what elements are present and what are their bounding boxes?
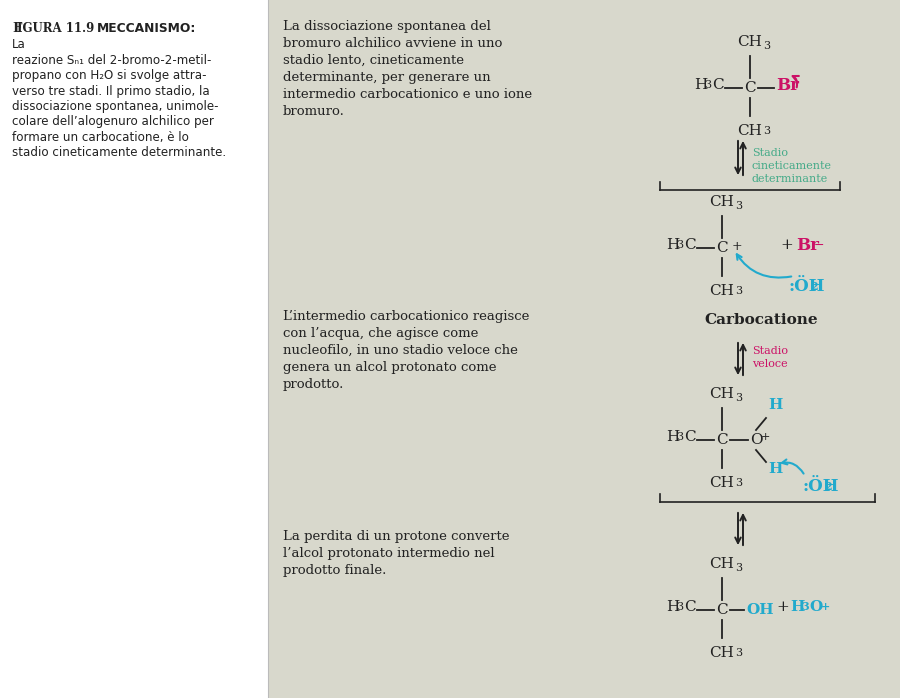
Text: C: C [684, 238, 696, 252]
Text: 3: 3 [735, 286, 742, 296]
Text: H: H [694, 78, 707, 92]
Text: reazione Sₙ₁ del 2-bromo-2-metil-: reazione Sₙ₁ del 2-bromo-2-metil- [12, 54, 211, 66]
Text: C: C [716, 433, 728, 447]
Text: C: C [684, 430, 696, 444]
Text: stadio cineticamente determinante.: stadio cineticamente determinante. [12, 147, 226, 160]
Text: H: H [666, 600, 680, 614]
Text: H: H [666, 238, 680, 252]
Text: C: C [716, 603, 728, 617]
Text: O: O [750, 433, 762, 447]
Text: La perdita di un protone converte: La perdita di un protone converte [283, 530, 509, 543]
Text: Stadio
veloce: Stadio veloce [752, 346, 788, 369]
Text: 3: 3 [676, 240, 683, 250]
Text: +: + [780, 238, 793, 252]
Text: 3: 3 [735, 201, 742, 211]
Text: 3: 3 [801, 601, 809, 612]
FancyBboxPatch shape [0, 0, 268, 698]
Text: 3: 3 [735, 393, 742, 403]
Text: :ÖH: :ÖH [802, 478, 839, 495]
Text: C: C [744, 81, 756, 95]
Text: Br: Br [776, 77, 799, 94]
Text: prodotto finale.: prodotto finale. [283, 564, 386, 577]
Text: La: La [12, 38, 26, 51]
Text: propano con H₂O si svolge attra-: propano con H₂O si svolge attra- [12, 69, 206, 82]
Text: +: + [761, 432, 770, 442]
Text: CH: CH [738, 35, 762, 49]
Text: +: + [732, 240, 742, 253]
Text: CH: CH [709, 387, 734, 401]
Text: nucleofilo, in uno stadio veloce che: nucleofilo, in uno stadio veloce che [283, 344, 518, 357]
Text: Stadio
cineticamente
determinante: Stadio cineticamente determinante [752, 148, 832, 184]
Text: −: − [814, 239, 824, 252]
Text: OH: OH [746, 603, 774, 617]
Text: 2: 2 [824, 481, 832, 492]
Text: La dissociazione spontanea del: La dissociazione spontanea del [283, 20, 491, 33]
Text: colare dell’alogenuro alchilico per: colare dell’alogenuro alchilico per [12, 115, 214, 128]
Text: 2: 2 [810, 281, 817, 292]
Text: 3: 3 [676, 602, 683, 612]
Text: C: C [684, 600, 696, 614]
Text: IGURA 11.9: IGURA 11.9 [17, 22, 94, 35]
Text: H: H [790, 600, 805, 614]
Text: 3: 3 [735, 648, 742, 658]
FancyArrowPatch shape [782, 459, 804, 474]
Text: CH: CH [709, 284, 734, 298]
Text: bromuro.: bromuro. [283, 105, 345, 118]
Text: O: O [809, 600, 823, 614]
Text: dissociazione spontanea, unimole-: dissociazione spontanea, unimole- [12, 100, 219, 113]
Text: CH: CH [709, 557, 734, 571]
Text: stadio lento, cineticamente: stadio lento, cineticamente [283, 54, 464, 67]
Text: prodotto.: prodotto. [283, 378, 345, 391]
Text: Br: Br [796, 237, 819, 253]
Text: H: H [666, 430, 680, 444]
Text: Carbocatione: Carbocatione [704, 313, 817, 327]
Text: L’intermedio carbocationico reagisce: L’intermedio carbocationico reagisce [283, 310, 529, 323]
Text: MECCANISMO:: MECCANISMO: [97, 22, 196, 35]
Text: :ÖH: :ÖH [788, 278, 824, 295]
Text: 3: 3 [735, 563, 742, 573]
Text: F: F [12, 22, 22, 35]
FancyArrowPatch shape [793, 76, 799, 87]
Text: CH: CH [709, 646, 734, 660]
Text: determinante, per generare un: determinante, per generare un [283, 71, 491, 84]
Text: l’alcol protonato intermedio nel: l’alcol protonato intermedio nel [283, 547, 495, 560]
Text: CH: CH [738, 124, 762, 138]
Text: intermedio carbocationico e uno ione: intermedio carbocationico e uno ione [283, 88, 532, 101]
Text: +: + [776, 600, 788, 614]
Text: CH: CH [709, 195, 734, 209]
Text: H: H [768, 398, 782, 412]
Text: con l’acqua, che agisce come: con l’acqua, che agisce come [283, 327, 479, 340]
Text: +: + [821, 601, 830, 612]
Text: 3: 3 [735, 478, 742, 488]
Text: C: C [716, 241, 728, 255]
Text: 3: 3 [676, 432, 683, 442]
FancyArrowPatch shape [737, 254, 791, 278]
Text: bromuro alchilico avviene in uno: bromuro alchilico avviene in uno [283, 37, 502, 50]
Text: 3: 3 [704, 80, 711, 90]
Text: H: H [768, 462, 782, 476]
Text: CH: CH [709, 476, 734, 490]
Text: genera un alcol protonato come: genera un alcol protonato come [283, 361, 497, 374]
Text: 3: 3 [763, 126, 770, 136]
Text: formare un carbocatione, è lo: formare un carbocatione, è lo [12, 131, 189, 144]
Text: C: C [712, 78, 724, 92]
Text: verso tre stadi. Il primo stadio, la: verso tre stadi. Il primo stadio, la [12, 84, 210, 98]
Text: 3: 3 [763, 41, 770, 51]
